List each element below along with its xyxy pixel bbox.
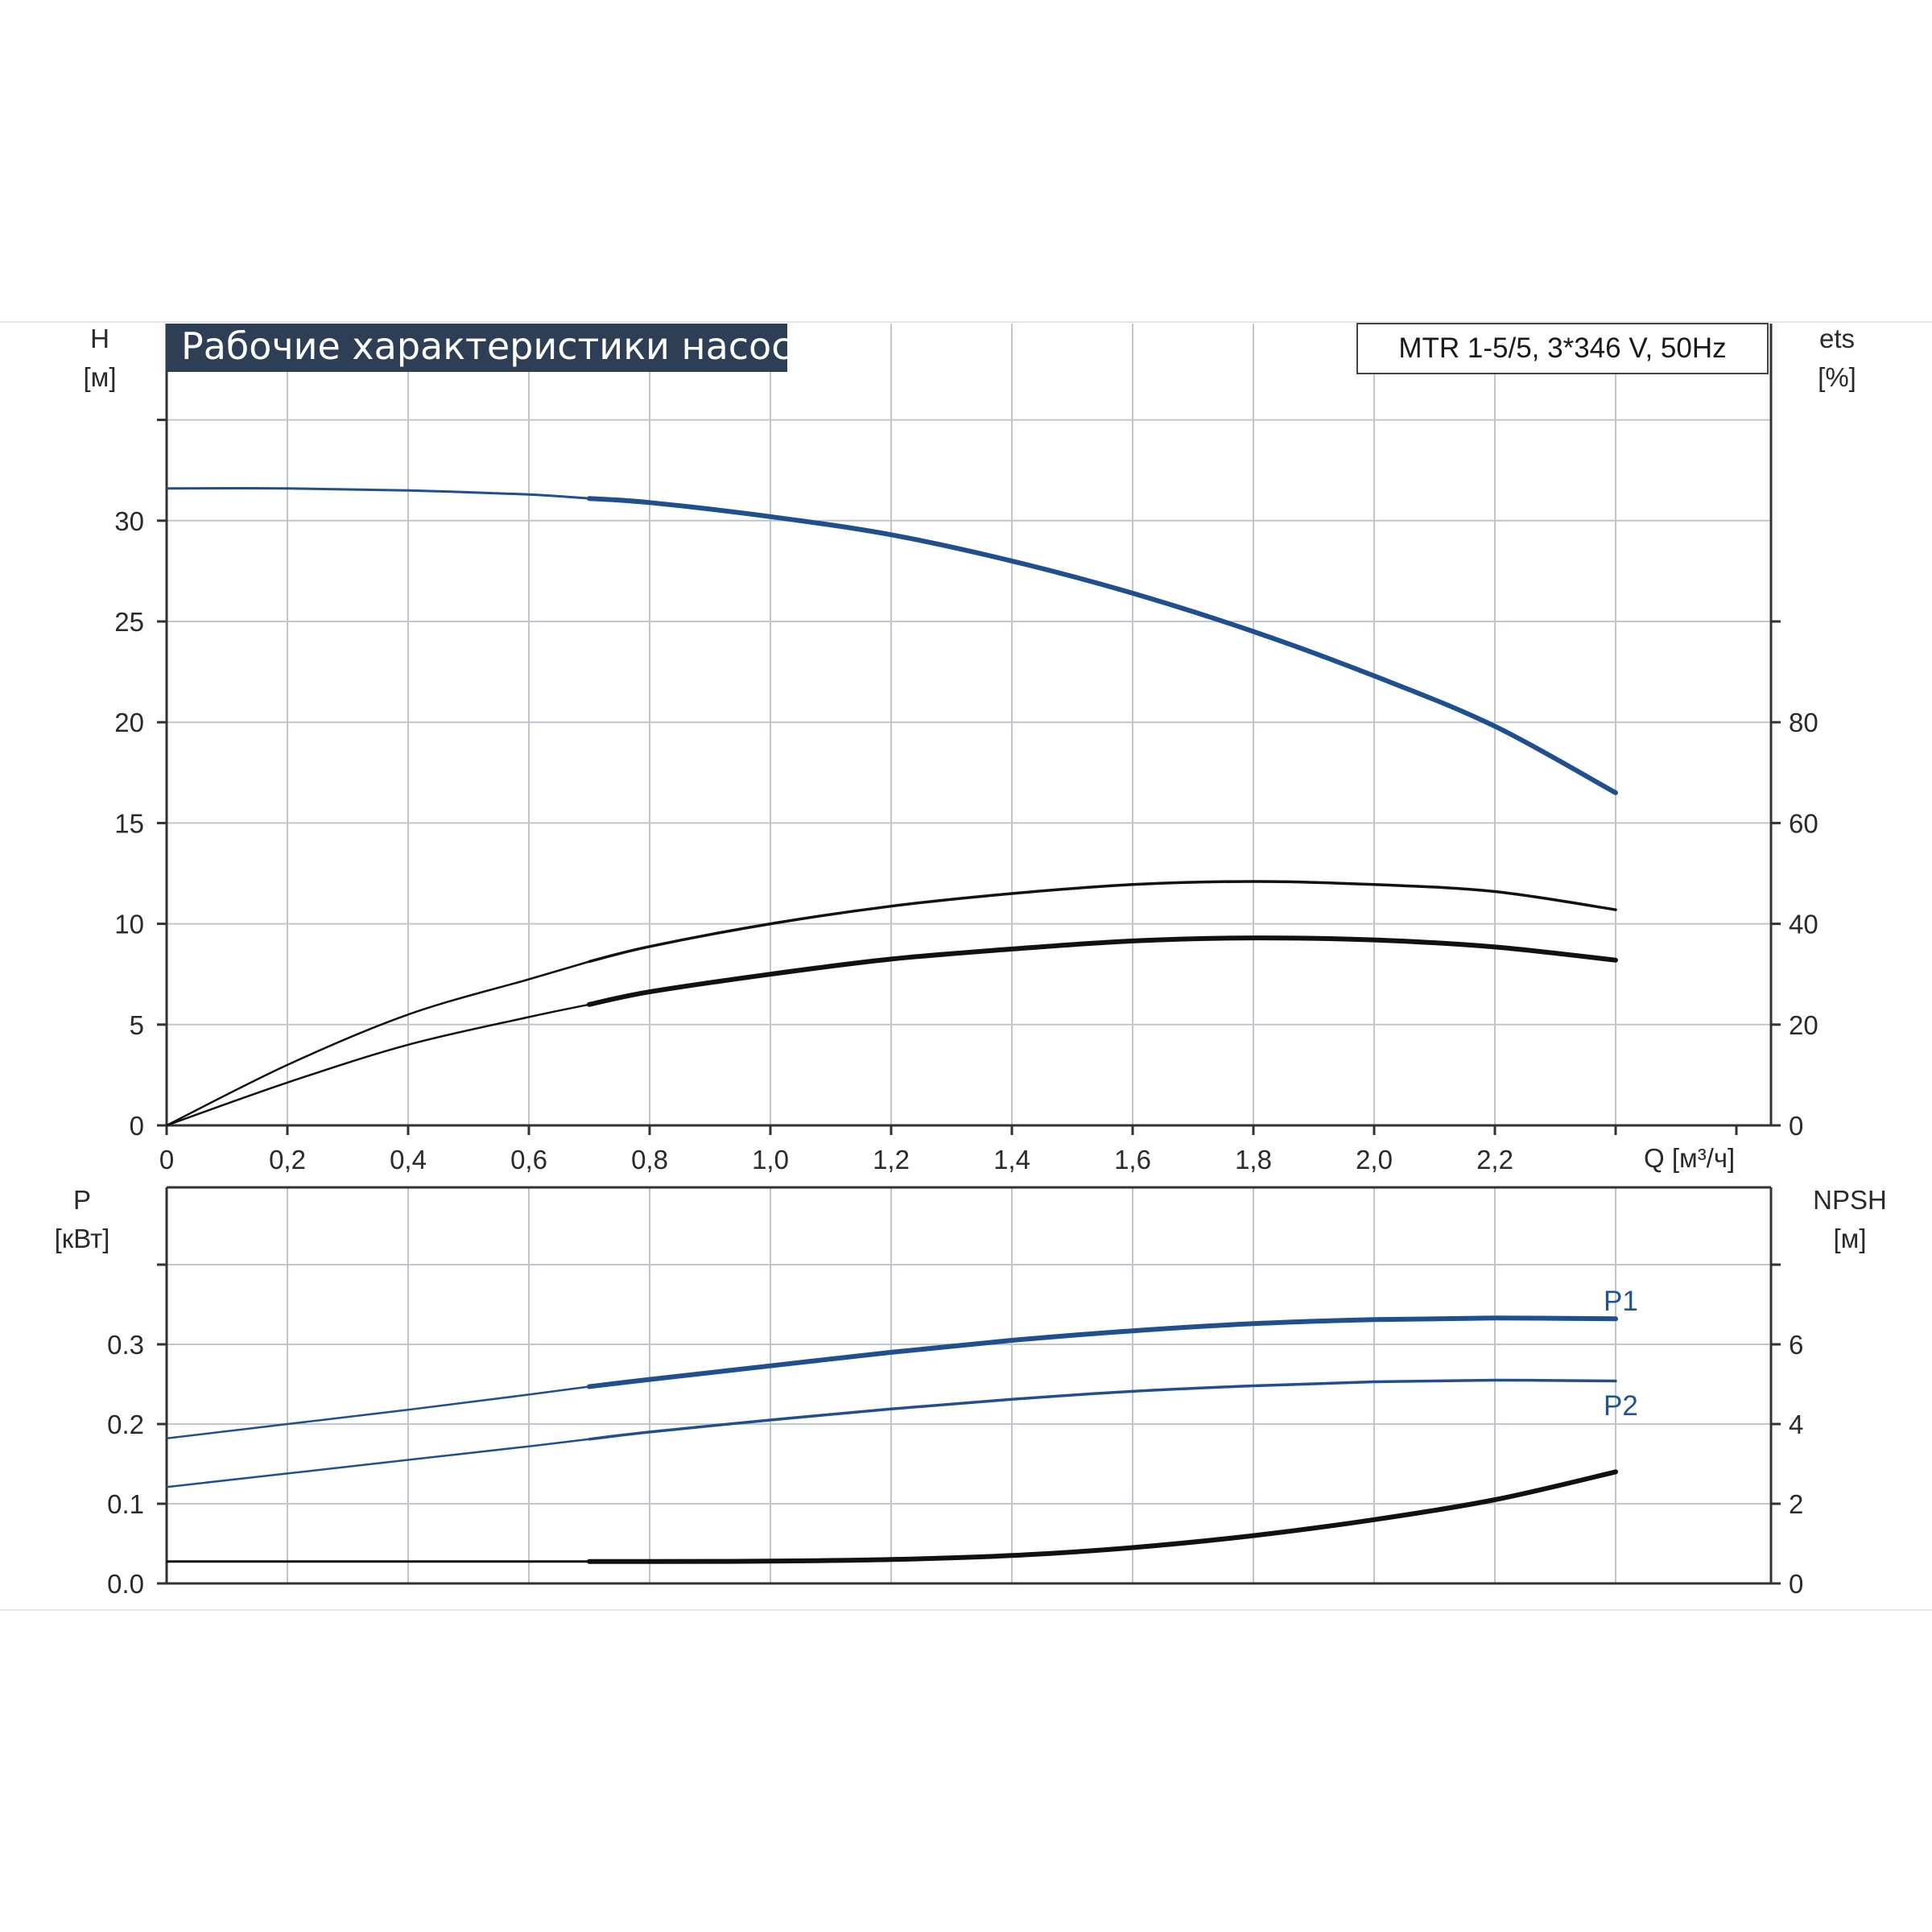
efficiency-upper-curve-extrapolated — [166, 960, 590, 1127]
y-right-name-bottom: NPSH — [1813, 1185, 1887, 1215]
x-tick-label: 0,2 — [269, 1145, 306, 1174]
npsh-curve — [587, 1469, 1618, 1564]
y-left-tick-label: 0.0 — [107, 1569, 144, 1599]
y-left-tick-label: 0.1 — [107, 1489, 144, 1519]
model-label: MTR 1-5/5, 3*346 V, 50Hz — [1398, 332, 1726, 364]
y-left-tick-label: 0.2 — [107, 1410, 144, 1439]
top-grid — [167, 324, 1771, 1125]
y-right-tick-label: 40 — [1789, 910, 1818, 939]
p2-curve — [588, 1378, 1617, 1441]
efficiency-upper-curve — [588, 880, 1617, 964]
x-tick-label: 0,8 — [631, 1145, 668, 1174]
top-curves — [166, 487, 1618, 1127]
y-left-tick-label: 15 — [114, 808, 144, 838]
y-right-name-top: ets — [1819, 324, 1855, 353]
y-right-unit-top: [%] — [1818, 362, 1856, 392]
x-tick-label: 0,4 — [390, 1145, 427, 1174]
y-left-tick-label: 0.3 — [107, 1330, 144, 1360]
chart-title: Рабочие характеристики насоса — [181, 324, 815, 368]
x-tick-label: 1,6 — [1114, 1145, 1151, 1174]
y-right-tick-label: 2 — [1789, 1489, 1803, 1519]
y-left-unit-top: [м] — [83, 362, 116, 392]
bottom-curves — [166, 1315, 1618, 1564]
x-tick-label: 1,8 — [1235, 1145, 1272, 1174]
y-right-unit-bottom: [м] — [1833, 1224, 1866, 1253]
tick-labels: 0 0,2 0,4 0,6 0,8 1,0 1,2 1,4 1,6 1,8 2,0 2,2 0 5 10 15… — [107, 506, 1818, 1599]
y-right-tick-label: 0 — [1789, 1569, 1803, 1599]
x-tick-label: 0 — [159, 1145, 174, 1174]
y-left-tick-label: 0 — [130, 1111, 144, 1141]
x-axis-label: Q [м³/ч] — [1644, 1143, 1735, 1173]
y-right-tick-label: 0 — [1789, 1111, 1803, 1141]
p1-curve-extrapolated — [166, 1385, 590, 1440]
head-curve-extrapolated — [166, 487, 590, 500]
y-left-tick-label: 30 — [114, 506, 144, 536]
p2-curve-extrapolated — [166, 1438, 590, 1488]
model-label-box — [1356, 323, 1769, 374]
x-tick-label: 1,2 — [873, 1145, 910, 1174]
title-box — [166, 324, 787, 372]
y-left-tick-label: 5 — [130, 1010, 144, 1040]
p1-label: P1 — [1604, 1286, 1638, 1317]
x-tick-label: 1,0 — [752, 1145, 789, 1174]
y-left-tick-label: 10 — [114, 910, 144, 939]
x-tick-label: 0,6 — [510, 1145, 547, 1174]
p1-curve — [587, 1315, 1618, 1389]
x-tick-label: 2,2 — [1476, 1145, 1513, 1174]
x-tick-label: 1,4 — [993, 1145, 1030, 1174]
y-left-tick-label: 20 — [114, 708, 144, 737]
x-tick-label: 2,0 — [1356, 1145, 1393, 1174]
efficiency-lower-curve — [587, 935, 1618, 1007]
y-right-tick-label: 6 — [1789, 1330, 1803, 1360]
y-right-tick-label: 4 — [1789, 1410, 1803, 1439]
y-left-tick-label: 25 — [114, 607, 144, 637]
p2-label: P2 — [1604, 1390, 1638, 1422]
y-left-unit-bottom: [кВт] — [55, 1224, 110, 1253]
head-curve — [587, 496, 1618, 795]
bottom-grid — [167, 1187, 1771, 1583]
y-right-tick-label: 80 — [1789, 708, 1818, 737]
y-right-tick-label: 20 — [1789, 1010, 1818, 1040]
y-right-tick-label: 60 — [1789, 808, 1818, 838]
y-left-name-top: H — [90, 324, 109, 353]
y-left-name-bottom: P — [73, 1185, 91, 1215]
axis-frames — [157, 324, 1781, 1585]
efficiency-lower-curve-extrapolated — [166, 1003, 590, 1127]
